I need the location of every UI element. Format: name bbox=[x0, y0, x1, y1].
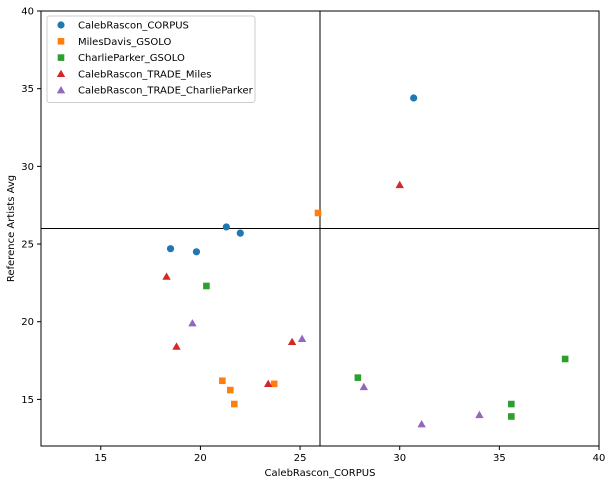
data-point bbox=[162, 272, 171, 280]
legend-box bbox=[46, 15, 256, 103]
data-point bbox=[188, 319, 197, 327]
legend-marker bbox=[56, 69, 66, 78]
legend-label: CalebRascon_CORPUS bbox=[78, 21, 189, 32]
x-tick-label: 25 bbox=[294, 453, 307, 464]
y-axis-label: Reference Artists Avg bbox=[6, 175, 17, 282]
data-point bbox=[417, 420, 426, 428]
axes: 15 20 25 30 35 40 15 20 25 30 35 40 bbox=[21, 7, 605, 465]
y-tick-label: 30 bbox=[21, 162, 34, 173]
legend-entry: CalebRascon_TRADE_CharlieParker bbox=[56, 86, 254, 97]
series-0 bbox=[166, 94, 418, 256]
reference-lines bbox=[41, 11, 599, 446]
data-points bbox=[162, 94, 569, 428]
data-point bbox=[192, 248, 201, 256]
data-point bbox=[354, 374, 362, 381]
data-point bbox=[297, 334, 307, 342]
data-point bbox=[561, 355, 569, 363]
x-tick-label: 15 bbox=[94, 453, 107, 464]
legend-label: MilesDavis_GSOLO bbox=[78, 37, 171, 48]
y-tick-label: 40 bbox=[21, 7, 34, 18]
legend-marker bbox=[57, 21, 65, 29]
y-tick-label: 20 bbox=[21, 317, 34, 328]
legend-marker bbox=[57, 54, 65, 61]
legend-marker bbox=[56, 86, 66, 94]
data-point bbox=[222, 223, 230, 231]
data-point bbox=[219, 377, 226, 385]
legend: CalebRascon_CORPUS MilesDavis_GSOLO Charli… bbox=[46, 15, 256, 103]
data-point bbox=[172, 342, 181, 350]
data-point bbox=[227, 386, 234, 394]
data-point bbox=[263, 379, 273, 388]
data-point bbox=[231, 400, 238, 408]
series-2 bbox=[203, 282, 569, 420]
series-1 bbox=[219, 209, 322, 408]
data-point bbox=[236, 229, 244, 237]
legend-entry: CalebRascon_TRADE_Miles bbox=[56, 69, 211, 80]
x-axis-label: CalebRascon_CORPUS bbox=[265, 468, 376, 479]
data-point bbox=[314, 209, 322, 217]
legend-entry: MilesDavis_GSOLO bbox=[57, 37, 171, 48]
legend-label: CalebRascon_TRADE_CharlieParker bbox=[78, 86, 254, 97]
data-point bbox=[395, 180, 404, 189]
data-point bbox=[203, 282, 210, 290]
x-tick-label: 20 bbox=[194, 453, 207, 464]
data-point bbox=[508, 400, 515, 408]
legend-marker bbox=[57, 38, 65, 45]
x-tick-label: 40 bbox=[593, 453, 606, 464]
legend-entry: CharlieParker_GSOLO bbox=[57, 53, 185, 64]
data-point bbox=[359, 382, 369, 391]
y-tick-label: 15 bbox=[21, 395, 34, 406]
legend-label: CharlieParker_GSOLO bbox=[78, 53, 185, 64]
y-tick-label: 35 bbox=[21, 84, 34, 95]
data-point bbox=[410, 94, 418, 102]
data-point bbox=[166, 245, 175, 253]
data-point bbox=[287, 337, 297, 346]
x-tick-label: 30 bbox=[393, 453, 406, 464]
data-point bbox=[475, 410, 484, 419]
series-3 bbox=[162, 180, 404, 388]
y-tick-label: 25 bbox=[21, 240, 34, 251]
data-point bbox=[270, 380, 278, 388]
series-4 bbox=[188, 319, 484, 428]
x-tick-label: 35 bbox=[493, 453, 506, 464]
legend-label: CalebRascon_TRADE_Miles bbox=[78, 69, 211, 80]
data-point bbox=[508, 413, 515, 420]
legend-entry: CalebRascon_CORPUS bbox=[57, 21, 189, 32]
